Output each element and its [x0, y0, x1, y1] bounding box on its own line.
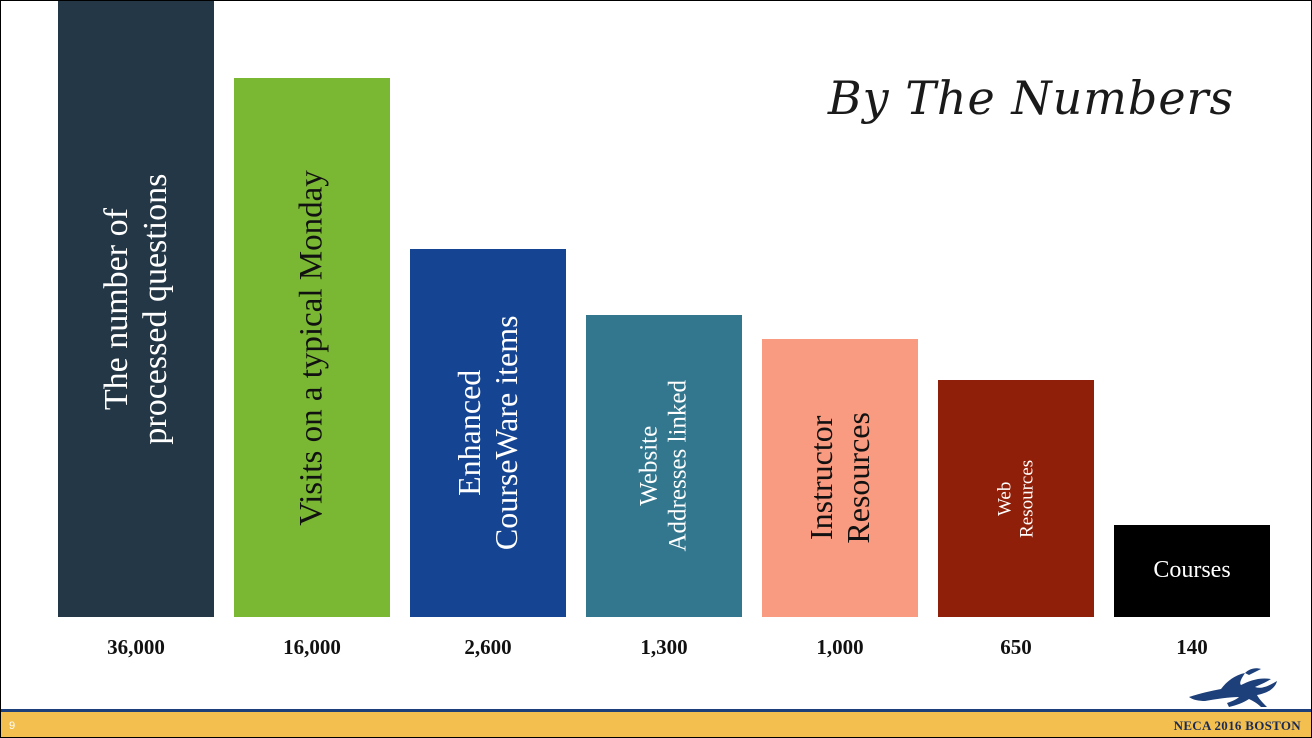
bar-label: The number of processed questions	[97, 173, 174, 445]
bar-4: Website Addresses linked	[586, 315, 742, 617]
bar-chart: The number of processed questions Visits …	[1, 1, 1311, 641]
value-label: 650	[1000, 635, 1032, 659]
bar-7: Courses	[1114, 525, 1270, 617]
slide-title: By The Numbers	[827, 71, 1235, 125]
bar-label: Web Resources	[994, 459, 1037, 538]
footer-bar: 9 NECA 2016 BOSTON	[1, 712, 1311, 737]
bar-label: Enhanced CourseWare items	[451, 315, 524, 551]
value-label: 140	[1176, 635, 1208, 659]
value-label: 1,000	[816, 635, 864, 659]
pegasus-logo-icon	[1189, 668, 1277, 707]
footer-divider	[1, 709, 1311, 712]
bar-label: Instructor Resources	[803, 412, 876, 544]
bar-label: Website Addresses linked	[635, 380, 691, 552]
bar-label: Visits on a typical Monday	[293, 169, 330, 526]
value-label: 16,000	[283, 635, 341, 659]
value-label: 1,300	[640, 635, 688, 659]
bar-2: Visits on a typical Monday	[234, 78, 390, 617]
bar-6: Web Resources	[938, 380, 1094, 617]
bar-1: The number of processed questions	[58, 1, 214, 617]
bar-3: Enhanced CourseWare items	[410, 249, 566, 617]
bar-label: Courses	[1153, 557, 1231, 584]
value-label: 2,600	[464, 635, 512, 659]
page-number: 9	[9, 719, 16, 732]
value-label: 36,000	[107, 635, 165, 659]
bar-5: Instructor Resources	[762, 339, 918, 617]
conference-label: NECA 2016 BOSTON	[1173, 717, 1301, 733]
